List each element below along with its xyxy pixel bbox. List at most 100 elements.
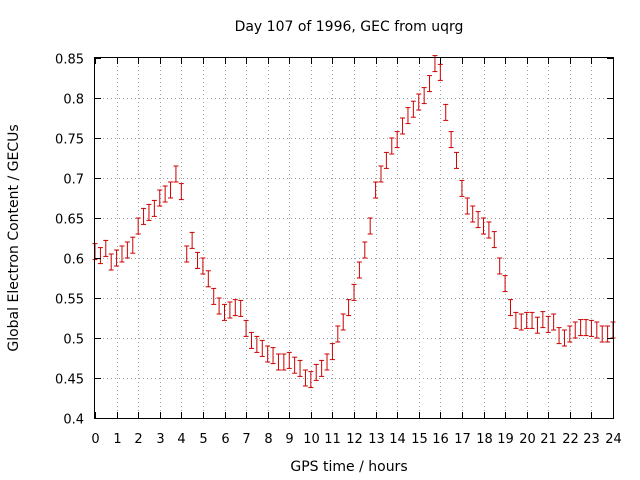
x-tick-label: 19 <box>497 432 514 447</box>
data-point <box>502 275 508 293</box>
data-point <box>146 203 152 221</box>
data-point <box>540 311 546 329</box>
x-tick-label: 3 <box>156 432 164 447</box>
y-tick-label: 0.6 <box>63 253 84 268</box>
y-tick-label: 0.65 <box>55 213 84 228</box>
x-axis: 0 1 2 3 4 5 6 7 8 9 10 11 12 13 14 15 16 17 18 19 20 21 22 23 24 <box>91 58 622 447</box>
y-tick-label: 0.45 <box>55 373 84 388</box>
data-point <box>448 131 454 149</box>
data-point <box>383 151 389 169</box>
data-point <box>567 325 573 343</box>
data-point <box>534 316 540 334</box>
data-point <box>270 347 276 365</box>
data-point <box>168 181 174 199</box>
y-axis-label: Global Electron Content / GECUs <box>6 124 22 351</box>
x-tick-label: 18 <box>476 432 493 447</box>
data-point <box>405 107 411 125</box>
data-point <box>162 185 168 203</box>
x-tick-label: 9 <box>285 432 293 447</box>
x-tick-label: 20 <box>519 432 536 447</box>
data-point <box>248 331 254 349</box>
data-point <box>513 311 519 329</box>
data-point <box>373 181 379 199</box>
data-point <box>313 363 319 381</box>
data-point <box>205 270 211 288</box>
data-point <box>561 329 567 347</box>
y-tick-label: 0.5 <box>63 333 84 348</box>
y-tick-label: 0.85 <box>55 53 84 68</box>
data-point <box>259 339 265 357</box>
data-point <box>130 236 136 254</box>
x-tick-label: 21 <box>540 432 557 447</box>
data-point <box>378 165 384 183</box>
y-tick-label: 0.4 <box>63 413 84 428</box>
x-tick-label: 24 <box>605 432 622 447</box>
data-point <box>470 205 476 223</box>
data-point <box>114 249 120 267</box>
data-point <box>432 55 438 73</box>
x-tick-label: 4 <box>177 432 185 447</box>
data-point <box>481 217 486 235</box>
data-point <box>329 343 335 361</box>
data-point <box>151 199 157 217</box>
data-point <box>529 311 535 329</box>
x-tick-label: 0 <box>91 432 99 447</box>
data-point <box>416 93 422 111</box>
x-tick-label: 7 <box>242 432 250 447</box>
x-tick-label: 16 <box>432 432 449 447</box>
data-point <box>302 369 308 387</box>
data-point <box>292 356 298 374</box>
data-point <box>351 283 357 301</box>
data-point <box>211 287 217 305</box>
data-point <box>421 87 427 105</box>
data-point <box>340 313 346 331</box>
y-tick-label: 0.75 <box>55 133 84 148</box>
data-point <box>464 197 470 215</box>
data-point <box>108 253 114 271</box>
data-point <box>238 299 244 317</box>
data-point <box>178 183 184 201</box>
y-tick-label: 0.55 <box>55 293 84 308</box>
plot-frame <box>94 57 614 419</box>
x-tick-label: 5 <box>199 432 207 447</box>
x-tick-label: 14 <box>389 432 406 447</box>
data-point <box>551 313 557 331</box>
data-point <box>227 301 233 319</box>
data-point <box>572 321 578 339</box>
data-point <box>459 179 465 197</box>
x-tick-label: 15 <box>411 432 428 447</box>
data-point <box>454 151 460 169</box>
data-point <box>200 257 206 275</box>
data-point <box>319 359 325 377</box>
data-point <box>410 100 416 118</box>
x-axis-label: GPS time / hours <box>290 459 407 475</box>
data-point <box>443 103 449 121</box>
data-point <box>362 241 368 259</box>
x-tick-label: 11 <box>324 432 341 447</box>
data-point <box>437 63 443 81</box>
data-point <box>583 319 589 337</box>
data-point <box>324 353 330 371</box>
data-point <box>475 211 481 229</box>
chart-title: Day 107 of 1996, GEC from uqrg <box>235 19 464 35</box>
x-tick-label: 2 <box>134 432 142 447</box>
data-point <box>297 359 303 377</box>
x-tick-label: 6 <box>221 432 229 447</box>
x-tick-label: 17 <box>454 432 471 447</box>
data-point <box>141 207 147 225</box>
data-point <box>427 75 433 93</box>
data-point <box>119 245 125 263</box>
data-point <box>265 345 271 363</box>
data-point <box>545 315 551 333</box>
series-layer <box>92 55 616 389</box>
data-point <box>356 261 362 279</box>
data-point <box>594 321 600 339</box>
data-point <box>308 371 314 389</box>
data-point <box>588 319 594 337</box>
data-point <box>254 335 260 353</box>
data-point <box>367 217 373 235</box>
data-point <box>491 231 497 249</box>
data-point <box>518 313 524 331</box>
data-point <box>497 257 503 275</box>
